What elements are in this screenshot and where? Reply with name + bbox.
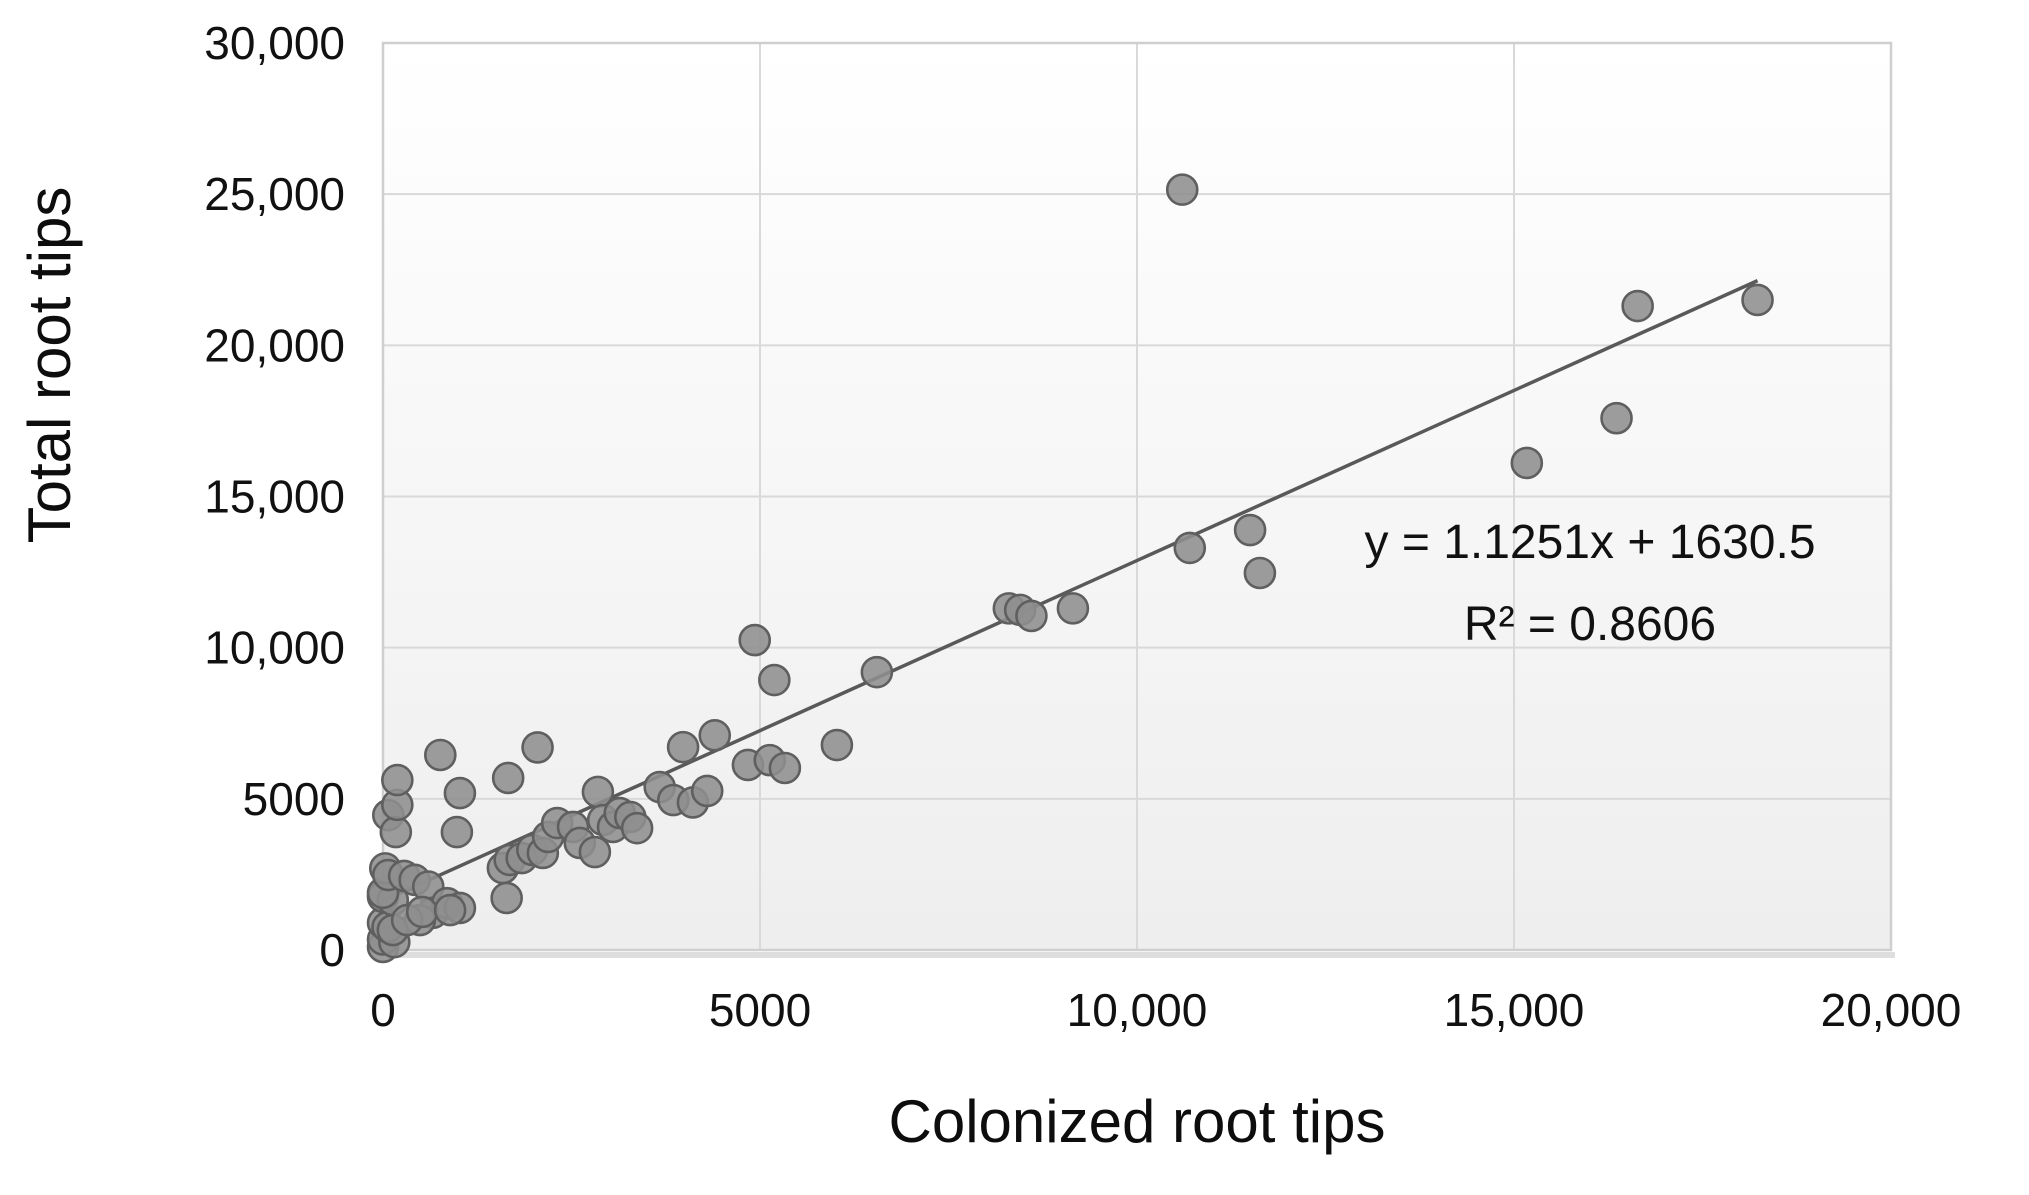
x-tick-label: 0	[370, 984, 396, 1036]
data-point	[440, 815, 474, 849]
plot-border-rect	[381, 41, 1893, 952]
trendline-equation-text: y = 1.1251x + 1630.5	[1364, 516, 1815, 569]
axis-shadow	[387, 952, 1895, 958]
data-point	[1741, 283, 1774, 317]
y-tick-label: 15,000	[204, 471, 345, 523]
x-tick-label: 15,000	[1444, 984, 1585, 1036]
x-tick-label: 10,000	[1067, 984, 1208, 1036]
data-point	[379, 815, 413, 849]
data-point	[491, 761, 525, 795]
axis-tick-labels: 0 5000 10,000 15,000 20,000 0 5000 10,000 15,000…	[204, 17, 1961, 1036]
data-point	[860, 655, 894, 689]
plot-border	[381, 41, 1893, 952]
data-point	[768, 751, 802, 785]
data-point	[738, 623, 772, 657]
y-tick-label: 5000	[243, 773, 345, 825]
data-point	[698, 719, 732, 752]
data-point	[1056, 592, 1090, 625]
data-point	[1233, 513, 1267, 547]
data-point	[1243, 556, 1277, 590]
data-point	[1621, 289, 1654, 323]
data-point	[1165, 173, 1199, 206]
x-tick-label: 5000	[709, 984, 811, 1036]
y-tick-label: 0	[319, 924, 345, 976]
data-point	[521, 731, 554, 764]
x-axis-title: Colonized root tips	[889, 1088, 1386, 1155]
data-point	[1600, 401, 1633, 435]
data-point	[690, 774, 724, 808]
data-points	[366, 173, 1774, 964]
data-point	[620, 811, 654, 845]
data-point	[666, 730, 700, 764]
trendline-r2-text: R² = 0.8606	[1464, 598, 1716, 651]
y-tick-label: 30,000	[204, 17, 345, 69]
data-point	[1173, 531, 1207, 565]
data-point	[578, 835, 612, 869]
data-point	[758, 663, 791, 697]
data-point	[820, 728, 854, 762]
x-tick-label: 20,000	[1821, 984, 1962, 1036]
y-tick-label: 25,000	[204, 168, 345, 220]
y-tick-label: 10,000	[204, 622, 345, 674]
y-axis-title: Total root tips	[16, 187, 83, 544]
data-point	[424, 738, 457, 772]
y-tick-label: 20,000	[204, 319, 345, 371]
data-point	[490, 881, 523, 915]
data-point	[381, 763, 414, 797]
data-point	[1510, 446, 1544, 480]
data-point	[443, 776, 477, 810]
data-point	[405, 895, 439, 929]
data-point	[433, 893, 467, 927]
data-point	[1015, 599, 1048, 633]
